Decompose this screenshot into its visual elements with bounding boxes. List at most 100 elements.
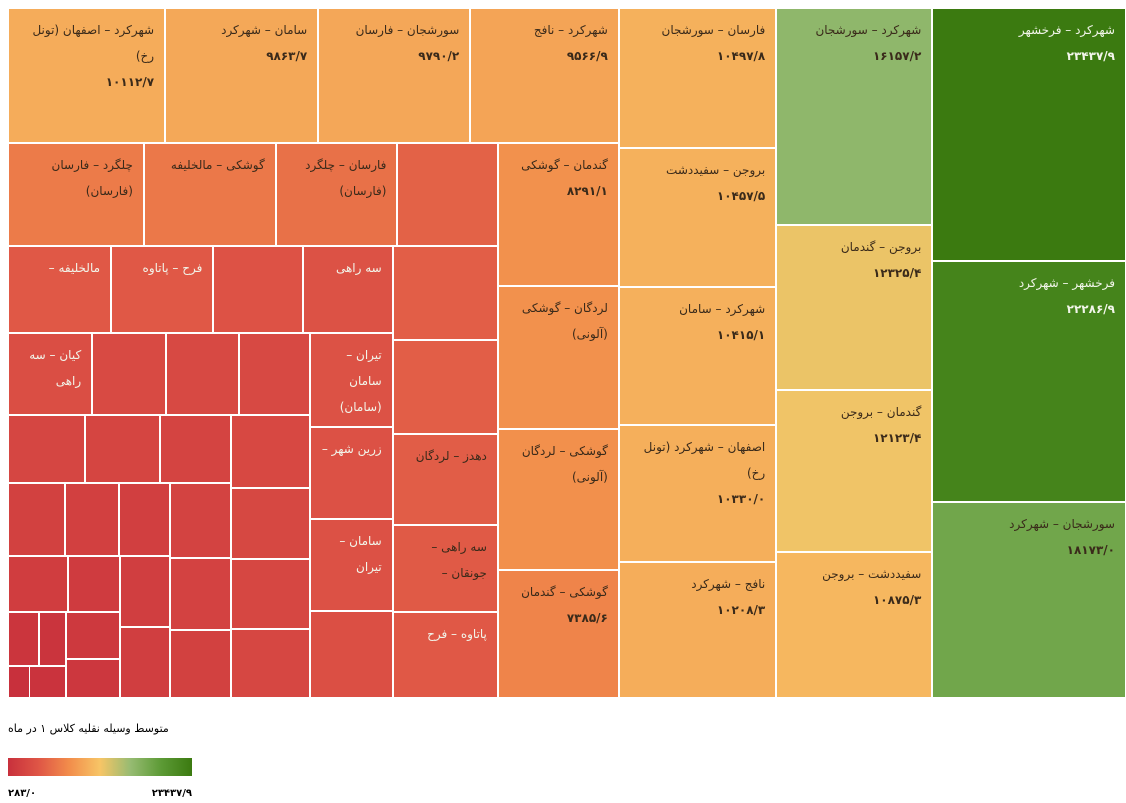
cell-label: فرح – پاتاوه [142,261,203,276]
cell-value: ۲۲۲۸۶/۹ [1066,302,1115,317]
cell-label: زرین شهر – [321,441,382,456]
cell-value: ۲۳۴۳۷/۹ [1066,49,1115,63]
treemap-cell [166,333,239,416]
treemap-cell [231,487,311,560]
cell-label: شهرکرد – نافج [533,23,608,37]
treemap-cell: سورشجان – شهرکرد ۱۸۱۷۳/۰ [932,501,1126,698]
cell-label: فرخشهر – شهرکرد [1018,276,1115,291]
treemap-cell [310,610,393,698]
treemap-cell [119,556,170,628]
cell-value: ۱۲۳۲۵/۴ [872,265,922,280]
cell-label: گوشکی – مالخلیفه [170,157,265,172]
cell-value: ۱۸۱۷۳/۰ [1066,542,1115,557]
treemap-cell: شهرکرد – نافج ۹۵۶۶/۹ [470,8,619,143]
treemap-cell [85,415,160,483]
treemap-cell: سه راهی [303,246,393,333]
cell-label: سامان – تیران [339,534,382,575]
treemap-cell: فرخشهر – شهرکرد ۲۲۲۸۶/۹ [932,261,1126,502]
cell-label: شهرکرد – سامان [679,301,766,316]
treemap-cell: تیران – سامان (سامان) [310,333,393,427]
cell-label: گندمان – گوشکی [521,157,608,172]
cell-label: لردگان – گوشکی (آلونی) [521,301,608,342]
cell-label: پاتاوه – فرح [427,627,487,642]
legend-title: متوسط وسیله نقلیه کلاس ۱ در ماه [8,722,169,735]
cell-label: کیان – سه راهی [29,348,82,389]
treemap-cell: بروجن – گندمان ۱۲۳۲۵/۴ [776,224,933,390]
cell-value: ۱۰۴۹۷/۸ [716,49,766,63]
treemap-cell [8,556,68,613]
treemap-cell: پاتاوه – فرح [392,612,498,698]
legend-min-label: ۲۸۳/۰ [8,788,37,799]
treemap-cell: بروجن – سفیددشت ۱۰۴۵۷/۵ [618,147,777,287]
cell-label: بروجن – گندمان [840,239,922,254]
cell-value: ۹۸۶۳/۷ [266,49,308,63]
treemap-cell: گوشکی – لردگان (آلونی) [497,428,619,571]
treemap-cell: مالخلیفه – [8,246,112,333]
treemap-cell: گندمان – گوشکی ۸۲۹۱/۱ [497,142,619,287]
treemap-cell: سامان – شهرکرد ۹۸۶۳/۷ [165,8,319,143]
cell-value: ۹۷۹۰/۲ [418,49,460,63]
cell-value: ۱۲۱۲۳/۴ [872,430,922,445]
cell-value: ۱۰۲۰۸/۳ [716,603,766,618]
cell-label: سامان – شهرکرد [221,23,308,37]
cell-label: سه راهی – جونقان – [431,540,487,581]
treemap-cell [392,340,498,434]
treemap-cell [159,415,232,483]
treemap-cell [26,666,67,698]
cell-label: چلگرد – فارسان (فارسان) [51,157,133,198]
treemap-cell: شهرکرد – فرخشهر ۲۳۴۳۷/۹ [932,8,1126,262]
treemap-cell: گندمان – بروجن ۱۲۱۲۳/۴ [776,389,933,553]
treemap-cell: شهرکرد – سورشجان ۱۶۱۵۷/۲ [776,8,933,225]
cell-label: سورشجان – فارسان [355,23,460,37]
cell-label: گوشکی – گندمان [521,585,608,600]
treemap-cell [118,482,170,557]
cell-label: دهدز – لردگان [415,448,487,463]
treemap-cell [169,629,232,698]
treemap-cell [231,559,311,630]
cell-label: نافج – شهرکرد [691,577,766,592]
treemap-cell [8,666,30,698]
treemap-cell: سفیددشت – بروجن ۱۰۸۷۵/۳ [776,552,933,698]
treemap-cell: گوشکی – مالخلیفه [143,142,276,247]
treemap-cell [119,627,170,698]
treemap-cell [238,333,311,416]
cell-value: ۱۰۴۱۵/۱ [716,327,766,342]
treemap-cell [213,246,304,333]
cell-label: سورشجان – شهرکرد [1009,516,1115,531]
cell-label: گوشکی – لردگان (آلونی) [521,443,608,484]
treemap-cell: نافج – شهرکرد ۱۰۲۰۸/۳ [618,562,777,698]
cell-label: گندمان – بروجن [840,404,922,419]
treemap-cell: دهدز – لردگان [392,433,498,526]
treemap-cell: گوشکی – گندمان ۷۳۸۵/۶ [497,570,619,698]
treemap-cell: اصفهان – شهرکرد (تونل رخ) ۱۰۳۳۰/۰ [618,424,777,563]
treemap-cell [66,612,120,660]
cell-value: ۱۰۴۵۷/۵ [716,188,766,203]
treemap-cell: سورشجان – فارسان ۹۷۹۰/۲ [318,8,471,143]
cell-value: ۷۳۸۵/۶ [566,611,608,626]
cell-label: فارسان – چلگرد (فارسان) [305,157,387,198]
cell-value: ۱۰۳۳۰/۰ [716,491,766,506]
cell-label: سفیددشت – بروجن [822,567,922,582]
treemap-cell [231,415,311,488]
treemap-cell [397,142,498,247]
treemap-cell: کیان – سه راهی [8,333,93,416]
treemap-cell [169,557,232,630]
treemap-cell [8,612,39,667]
treemap-cell [169,482,232,558]
treemap-cell: سامان – تیران [310,519,393,611]
cell-value: ۱۰۸۷۵/۳ [872,593,922,608]
cell-label: اصفهان – شهرکرد (تونل رخ) [643,439,766,480]
treemap-cell: سه راهی – جونقان – [392,525,498,613]
treemap-cell [66,659,120,698]
treemap-cell: لردگان – گوشکی (آلونی) [497,286,619,429]
cell-label: بروجن – سفیددشت [666,162,766,177]
cell-value: ۸۲۹۱/۱ [566,183,608,198]
treemap-cell: شهرکرد – اصفهان (تونل رخ) ۱۰۱۱۲/۷ [8,8,166,143]
treemap-cell [67,556,120,613]
treemap-cell [64,482,119,557]
treemap-cell [8,415,86,483]
cell-value: ۹۵۶۶/۹ [566,49,608,63]
cell-label: تیران – سامان (سامان) [339,348,382,415]
color-bar [8,758,192,776]
